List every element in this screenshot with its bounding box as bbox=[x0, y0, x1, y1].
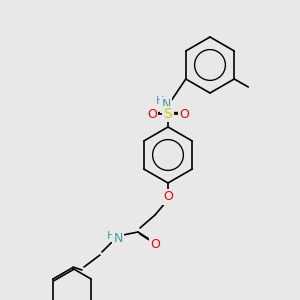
Text: S: S bbox=[164, 107, 172, 121]
Text: N: N bbox=[161, 98, 171, 112]
Text: H: H bbox=[156, 96, 164, 106]
Text: N: N bbox=[113, 232, 123, 244]
Text: H: H bbox=[107, 231, 115, 241]
Text: O: O bbox=[179, 107, 189, 121]
Text: O: O bbox=[147, 107, 157, 121]
Text: O: O bbox=[163, 190, 173, 203]
Text: O: O bbox=[150, 238, 160, 251]
